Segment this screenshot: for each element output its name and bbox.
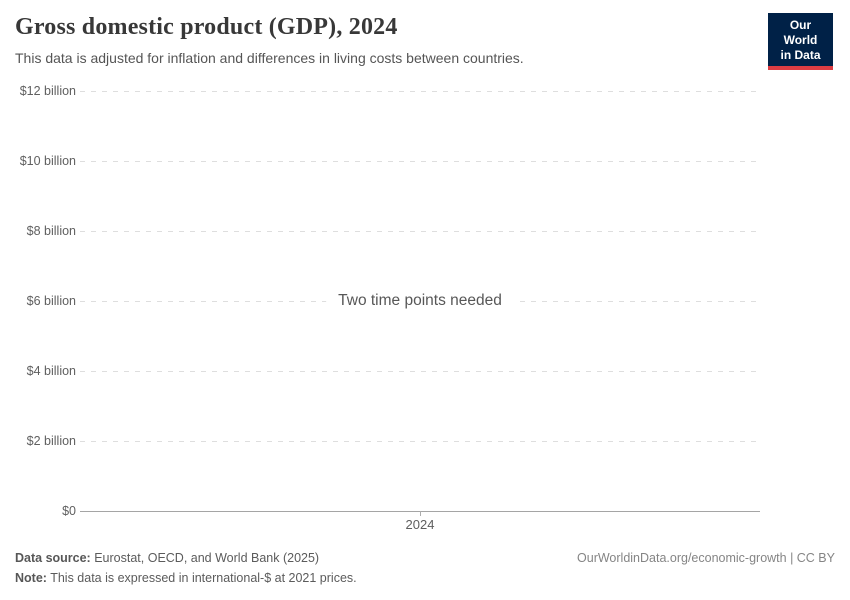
gridline — [80, 90, 760, 92]
y-gridline-row: $12 billion — [14, 83, 760, 99]
data-source-label: Data source: — [15, 551, 91, 565]
y-axis-tick-label: $6 billion — [26, 294, 76, 308]
y-gridline-row: $2 billion — [14, 433, 760, 449]
gridline — [80, 160, 760, 162]
footer-license-link[interactable]: OurWorldinData.org/economic-growth | CC … — [577, 551, 835, 565]
y-axis-tick-label: $12 billion — [19, 84, 76, 98]
footer-sources: Data source: Eurostat, OECD, and World B… — [15, 548, 357, 588]
gridline — [80, 440, 760, 442]
y-axis-tick-label: $10 billion — [19, 154, 76, 168]
note-label: Note: — [15, 571, 47, 585]
chart-footer: Data source: Eurostat, OECD, and World B… — [15, 548, 835, 588]
gridline — [80, 230, 760, 232]
data-source-value: Eurostat, OECD, and World Bank (2025) — [94, 551, 320, 565]
note-line: Note: This data is expressed in internat… — [15, 568, 357, 588]
empty-state-message: Two time points needed — [326, 288, 514, 314]
gridline — [80, 370, 760, 372]
y-axis-tick-label: $8 billion — [26, 224, 76, 238]
y-gridline-row: $4 billion — [14, 363, 760, 379]
y-axis-tick-label: $2 billion — [26, 434, 76, 448]
y-gridline-row: $8 billion — [14, 223, 760, 239]
y-gridline-row: $10 billion — [14, 153, 760, 169]
x-axis-tick-label: 2024 — [405, 517, 435, 532]
note-value: This data is expressed in international-… — [50, 571, 357, 585]
y-axis-tick-label: $0 — [62, 504, 76, 518]
x-axis-baseline-row: $0 — [14, 503, 760, 519]
page-title: Gross domestic product (GDP), 2024 — [15, 14, 398, 40]
chart-header: Gross domestic product (GDP), 2024 This … — [15, 13, 835, 70]
owid-logo[interactable]: Our World in Data — [768, 13, 833, 70]
chart-subtitle: This data is adjusted for inflation and … — [15, 50, 524, 66]
owid-logo-line1: Our World — [783, 18, 818, 47]
y-axis-tick-label: $4 billion — [26, 364, 76, 378]
owid-logo-line2: in Data — [780, 48, 821, 62]
data-source-line: Data source: Eurostat, OECD, and World B… — [15, 548, 357, 568]
x-axis-tick — [420, 511, 421, 516]
